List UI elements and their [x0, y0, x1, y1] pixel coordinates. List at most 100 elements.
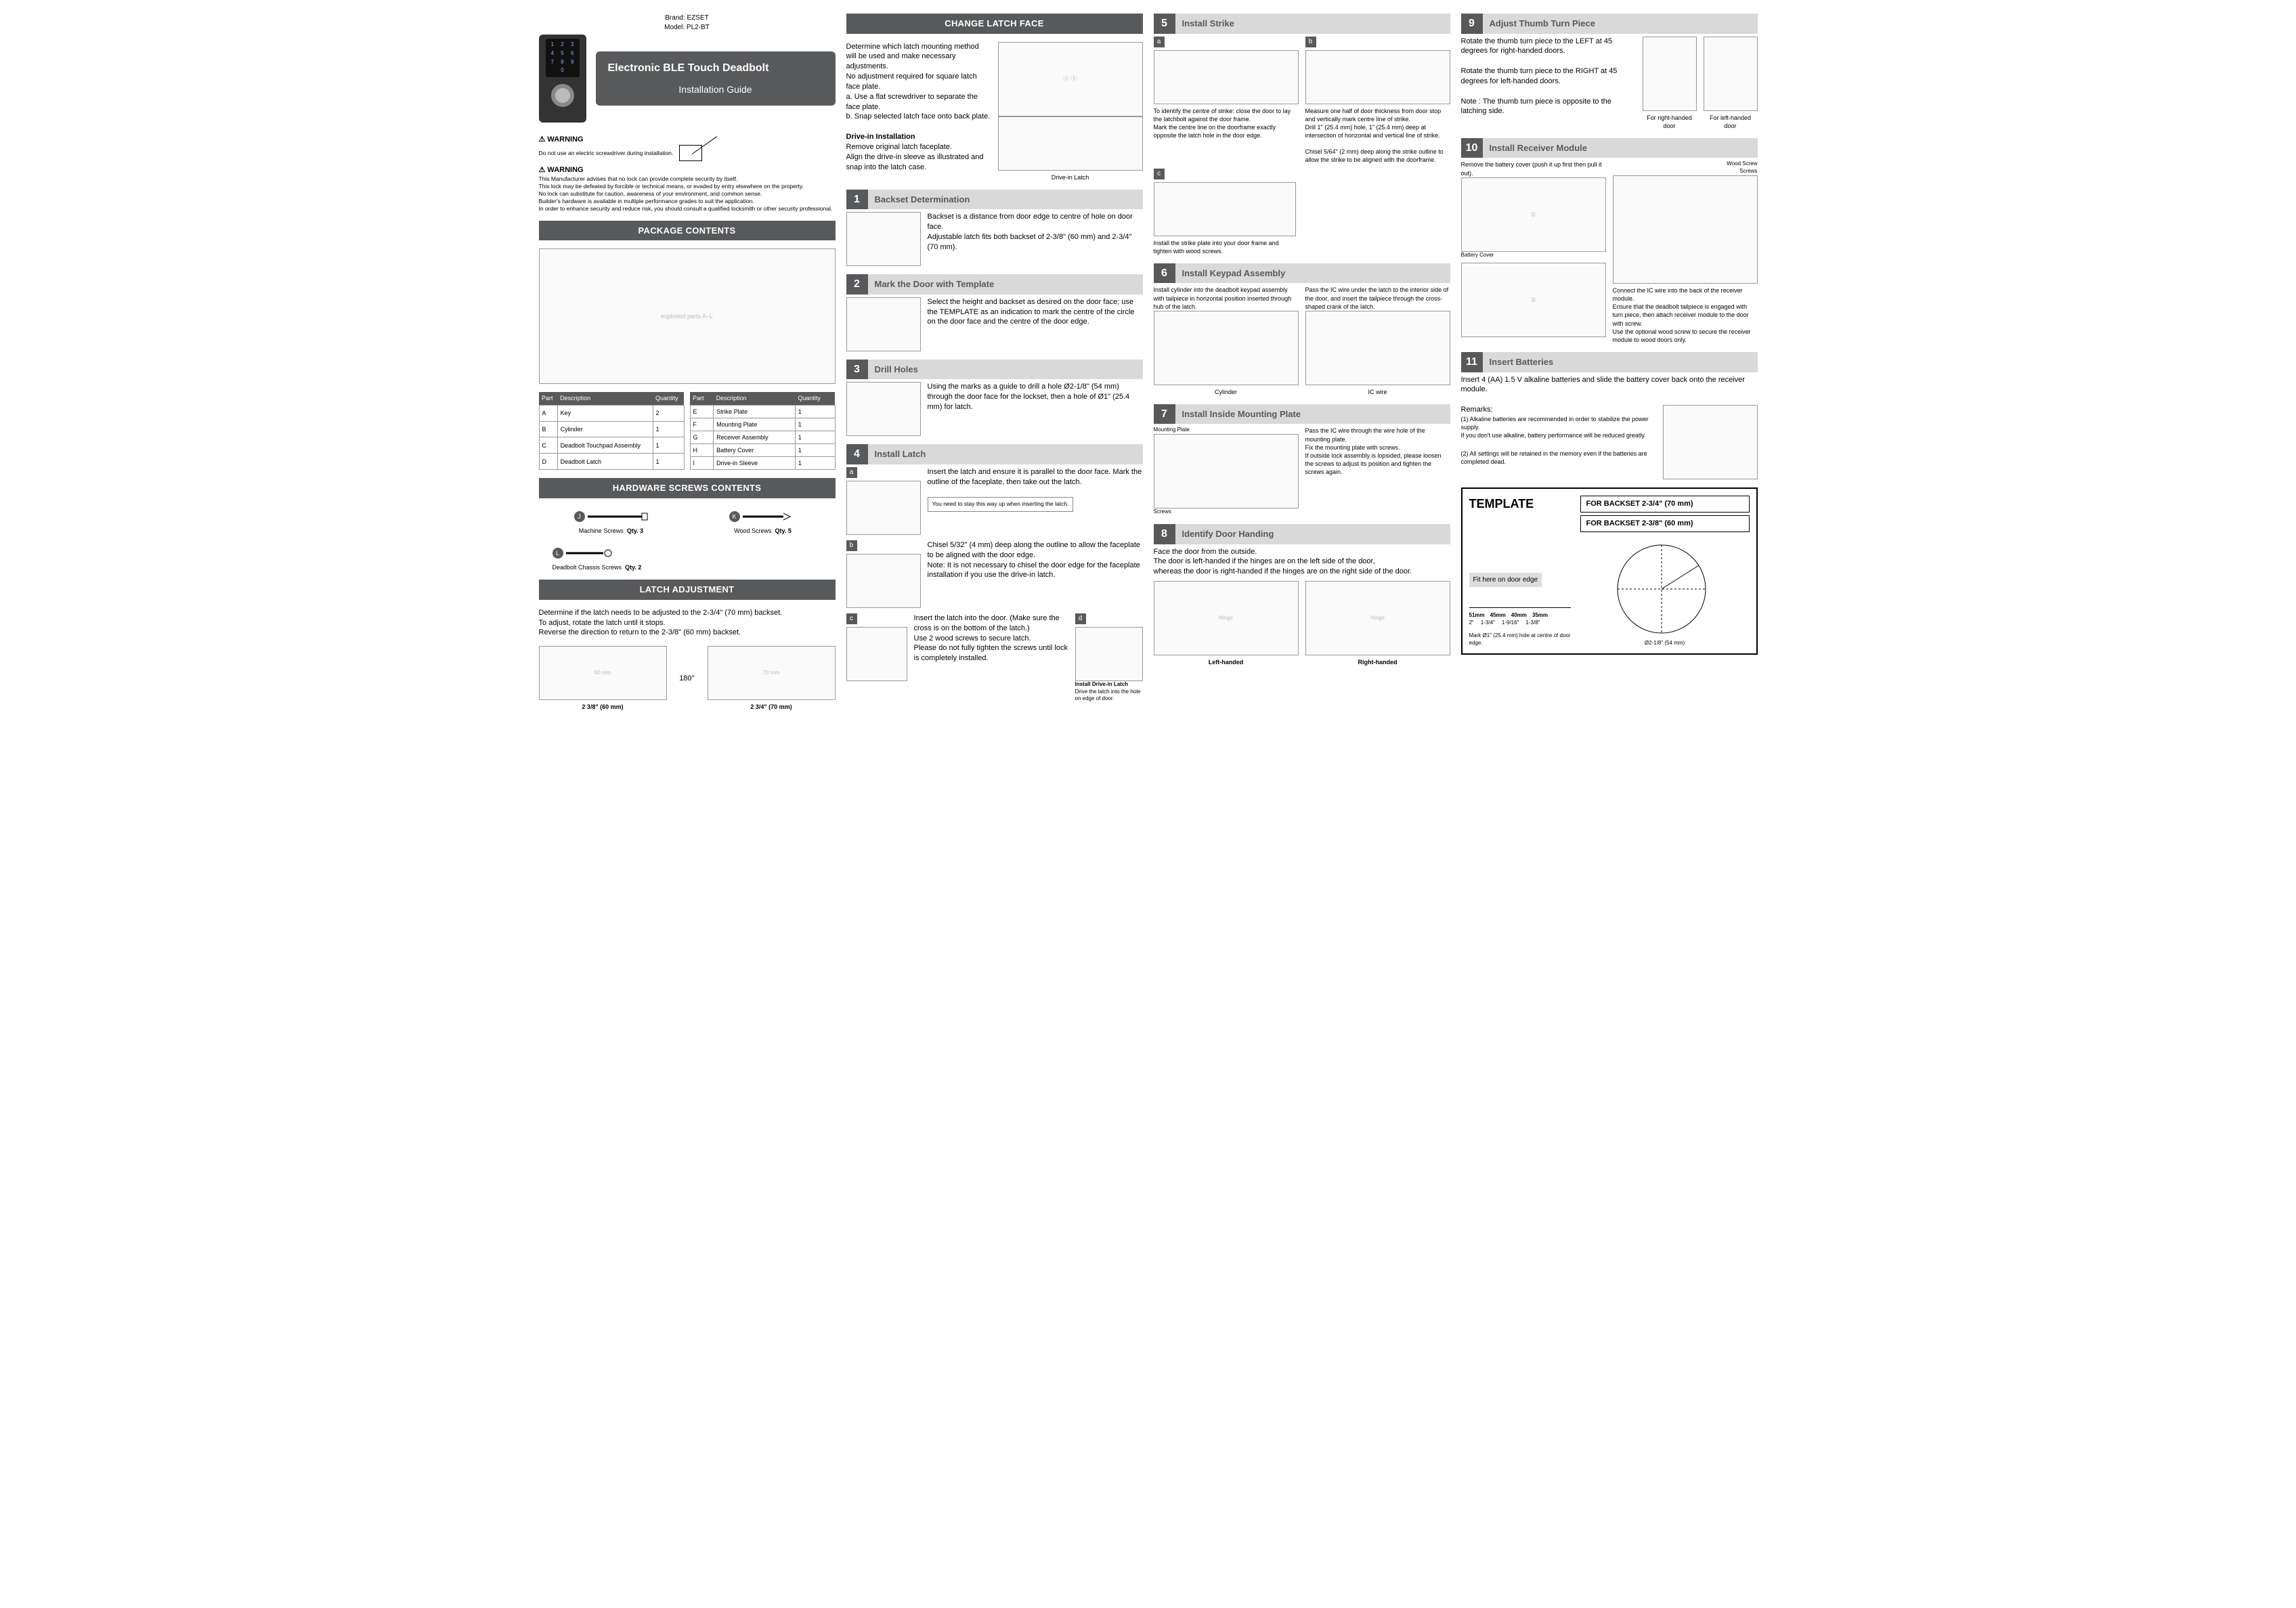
table-row: DDeadbolt Latch1: [539, 454, 684, 470]
step-1-diagram: [846, 212, 921, 266]
battery-cover-label: Battery Cover: [1461, 252, 1606, 259]
step-10c-diagram: [1613, 175, 1758, 284]
step-4d-caption: Install Drive-in Latch: [1075, 681, 1129, 687]
table-row: EStrike Plate1: [690, 405, 835, 418]
step-7-body: Pass the IC wire through the wire hole o…: [1305, 427, 1450, 476]
warning-heading-2: WARNING: [539, 165, 836, 175]
warning-heading-1: WARNING: [539, 135, 836, 145]
step-11-r1: (1) Alkaline batteries are recommended i…: [1461, 415, 1656, 439]
table-row: CDeadbolt Touchpad Assembly1: [539, 437, 684, 454]
product-image: 1234567890: [539, 35, 586, 123]
section-latch-adjustment: LATCH ADJUSTMENT: [539, 580, 836, 600]
thumb-left-caption: For left-handed door: [1704, 114, 1758, 130]
step-4a-diagram: [846, 481, 921, 535]
template-backset-60: FOR BACKSET 2-3/8" (60 mm): [1580, 515, 1750, 532]
step-10b-diagram: ②: [1461, 263, 1606, 337]
thumb-right-caption: For right-handed door: [1643, 114, 1697, 130]
left-handed-label: Left-handed: [1209, 659, 1244, 666]
hw-j-label: Machine Screws: [579, 527, 624, 534]
step-10-num: 10: [1461, 138, 1483, 158]
rotation-180-label: 180°: [674, 674, 701, 684]
thumb-left-diagram: [1704, 37, 1758, 111]
change-latch-p5: Remove original latch faceplate.: [846, 142, 991, 152]
step-11-num: 11: [1461, 352, 1483, 372]
step-6b-body: Pass the IC wire under the latch to the …: [1305, 286, 1450, 310]
latch-60-caption: 2 3/8" (60 mm): [582, 703, 623, 710]
warning-text-2c: No lock can substitute for caution, awar…: [539, 190, 836, 198]
section-change-latch-face: CHANGE LATCH FACE: [846, 14, 1143, 34]
right-handed-label: Right-handed: [1358, 659, 1398, 666]
hw-k-label: Wood Screws: [734, 527, 771, 534]
step-10-title: Install Receiver Module: [1483, 138, 1758, 158]
latchadj-p2: To adjust, rotate the latch until it sto…: [539, 618, 836, 628]
change-latch-p6: Align the drive-in sleeve as illustrated…: [846, 152, 991, 173]
step-9-num: 9: [1461, 14, 1483, 34]
step-4d-diagram: [1075, 627, 1143, 681]
hw-j-qty: Qty. 3: [627, 527, 643, 534]
change-latch-p4: b. Snap selected latch face onto back pl…: [846, 112, 991, 122]
step-2-body: Select the height and backset as desired…: [928, 297, 1143, 328]
warning-text-2e: In order to enhance security and reduce …: [539, 205, 836, 213]
step-1-title: Backset Determination: [868, 190, 1143, 210]
table-row: IDrive-in Sleeve1: [690, 457, 835, 470]
step-5c-body: Install the strike plate into your door …: [1154, 239, 1296, 255]
step-3-title: Drill Holes: [868, 360, 1143, 380]
latch-70-diagram: 70 mm: [708, 646, 836, 700]
change-latch-p1: Determine which latch mounting method wi…: [846, 42, 991, 72]
product-title: Electronic BLE Touch Deadbolt: [608, 61, 823, 76]
change-latch-diagram: ⓐ ⓑ: [998, 42, 1143, 116]
thumb-right-diagram: [1643, 37, 1697, 111]
template-title: TEMPLATE: [1469, 496, 1571, 512]
step-8-p1: Face the door from the outside.: [1154, 547, 1450, 557]
product-subtitle: Installation Guide: [608, 83, 823, 96]
step-11-title: Insert Batteries: [1483, 352, 1758, 372]
change-latch-p2: No adjustment required for square latch …: [846, 72, 991, 92]
step-5a-body: To identify the centre of strike: close …: [1154, 107, 1299, 140]
step-1-body: Backset is a distance from door edge to …: [928, 212, 1143, 252]
table-row: HBattery Cover1: [690, 444, 835, 457]
hw-l-qty: Qty. 2: [625, 564, 641, 571]
step-3-body: Using the marks as a guide to drill a ho…: [928, 382, 1143, 412]
warning-text-2b: This lock may be defeated by forcible or…: [539, 183, 836, 190]
latch-60-diagram: 60 mm: [539, 646, 667, 700]
step-2-num: 2: [846, 274, 868, 295]
table-row: BCylinder1: [539, 421, 684, 437]
table-row: FMounting Plate1: [690, 418, 835, 431]
step-4b-diagram: [846, 554, 921, 608]
step-1-num: 1: [846, 190, 868, 210]
step-4-title: Install Latch: [868, 444, 1143, 464]
step-7-num: 7: [1154, 404, 1175, 425]
step-9-p3: Note : The thumb turn piece is opposite …: [1461, 97, 1636, 117]
warning-text-2a: This Manufacturer advises that no lock c…: [539, 175, 836, 183]
model-label: Model: PL2-BT: [664, 24, 710, 31]
warning-text-1: Do not use an electric screwdriver durin…: [539, 150, 674, 156]
step-7-title: Install Inside Mounting Plate: [1175, 404, 1450, 425]
step-6b-diagram: [1305, 311, 1450, 385]
wood-screw-label: Wood Screw: [1727, 160, 1757, 167]
step-3-diagram: [846, 382, 921, 436]
step-11-diagram: [1663, 405, 1758, 479]
template-diameter-label: Ø2-1/8" (54 mm): [1580, 640, 1750, 647]
step-5b-diagram: [1305, 50, 1450, 104]
step-4a-body: Insert the latch and ensure it is parall…: [928, 467, 1143, 487]
drill-template: TEMPLATE Fit here on door edge 51mm45mm4…: [1461, 487, 1758, 655]
step-8-p2: The door is left-handed if the hinges ar…: [1154, 557, 1450, 567]
cylinder-label: Cylinder: [1154, 388, 1299, 396]
step-4b-body: Chisel 5/32" (4 mm) deep along the outli…: [928, 540, 1143, 580]
parts-table-2: PartDescriptionQuantity EStrike Plate1FM…: [690, 392, 836, 470]
section-package-contents: PACKAGE CONTENTS: [539, 221, 836, 241]
step-6-num: 6: [1154, 263, 1175, 284]
no-power-screwdriver-icon: [679, 145, 702, 161]
template-fit-label: Fit here on door edge: [1469, 573, 1542, 588]
step-2-diagram: [846, 297, 921, 351]
step-11-remarks-head: Remarks:: [1461, 405, 1656, 415]
step-5-title: Install Strike: [1175, 14, 1450, 34]
drivein-caption: Drive-in Latch: [998, 173, 1143, 181]
step-5a-diagram: [1154, 50, 1299, 104]
step-9-p2: Rotate the thumb turn piece to the RIGHT…: [1461, 66, 1636, 87]
section-hardware-screws: HARDWARE SCREWS CONTENTS: [539, 478, 836, 498]
step-10-p1: Remove the battery cover (push it up fir…: [1461, 160, 1606, 177]
hw-k-qty: Qty. 5: [775, 527, 792, 534]
step-8-title: Identify Door Handing: [1175, 524, 1450, 544]
step-11-p1: Insert 4 (AA) 1.5 V alkaline batteries a…: [1461, 375, 1758, 395]
